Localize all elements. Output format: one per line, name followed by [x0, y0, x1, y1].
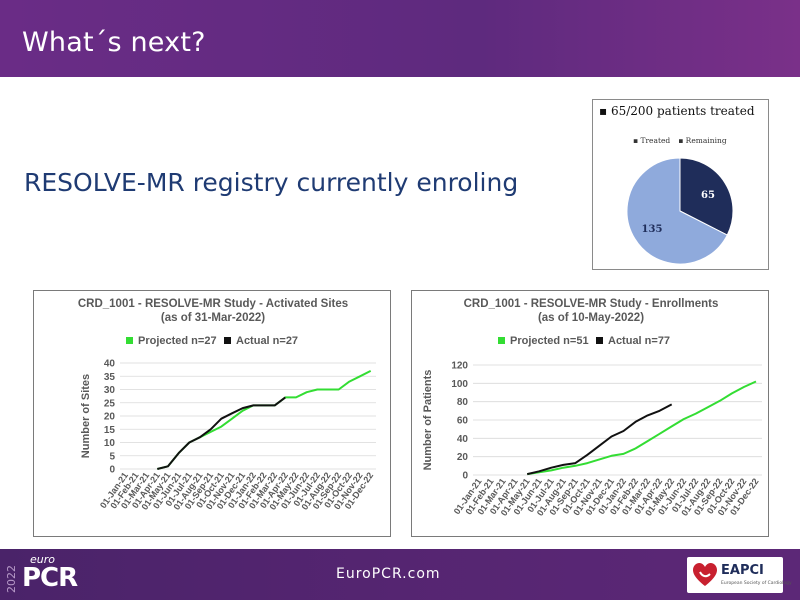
pie-legend-treated: ▪ Treated — [633, 136, 671, 145]
pie-chart: 65 135 — [626, 157, 734, 265]
series-line-projected — [527, 380, 757, 476]
year-vertical-text: 2022 — [5, 565, 18, 593]
legend-swatch-actual — [596, 337, 603, 344]
y-tick-label: 40 — [457, 434, 469, 445]
series-line-projected — [157, 370, 372, 470]
y-tick-label: 100 — [451, 379, 468, 390]
y-tick-label: 40 — [104, 359, 116, 370]
legend-label-projected: Projected n=51 — [510, 335, 589, 347]
y-tick-label: 80 — [457, 397, 469, 408]
y-tick-label: 35 — [104, 372, 116, 383]
y-tick-label: 30 — [104, 385, 116, 396]
y-tick-label: 120 — [451, 361, 468, 372]
pie-chart-title: ▪ 65/200 patients treated — [599, 104, 755, 118]
chart-title: CRD_1001 - RESOLVE-MR Study - Enrollment… — [464, 298, 719, 310]
sites-chart-panel: CRD_1001 - RESOLVE-MR Study - Activated … — [33, 290, 391, 537]
pie-chart-panel: ▪ 65/200 patients treated ▪ Treated ▪ Rem… — [592, 99, 769, 270]
chart-subtitle: (as of 31-Mar-2022) — [161, 312, 265, 324]
pie-legend-remaining: ▪ Remaining — [678, 136, 727, 145]
legend-swatch-actual — [224, 337, 231, 344]
y-axis-label: Number of Patients — [422, 370, 434, 471]
legend-label-actual: Actual n=27 — [236, 335, 298, 347]
pie-data-label: 135 — [642, 224, 663, 235]
y-tick-label: 15 — [104, 425, 116, 436]
legend-swatch-projected — [498, 337, 505, 344]
y-tick-label: 10 — [104, 438, 116, 449]
series-line-actual — [526, 403, 673, 476]
chart-subtitle: (as of 10-May-2022) — [538, 312, 644, 324]
pie-slice-remaining — [626, 157, 728, 265]
y-tick-label: 5 — [109, 451, 115, 462]
sites-line-chart: CRD_1001 - RESOLVE-MR Study - Activated … — [78, 298, 376, 512]
y-axis-label: Number of Sites — [80, 374, 92, 458]
pie-data-label: 65 — [701, 190, 715, 201]
footer-url: EuroPCR.com — [336, 566, 441, 582]
y-tick-label: 25 — [104, 398, 116, 409]
legend-swatch-projected — [126, 337, 133, 344]
eapci-text: EAPCI — [721, 563, 764, 578]
legend-label-projected: Projected n=27 — [138, 335, 217, 347]
enrollments-line-chart: CRD_1001 - RESOLVE-MR Study - Enrollment… — [422, 298, 762, 518]
y-tick-label: 20 — [104, 412, 116, 423]
eapci-subtext: European Society of Cardiology — [721, 581, 792, 586]
pie-legend: ▪ Treated ▪ Remaining — [633, 136, 727, 145]
heart-icon — [693, 563, 717, 586]
legend-label-actual: Actual n=77 — [608, 335, 670, 347]
y-tick-label: 0 — [109, 465, 115, 476]
y-tick-label: 0 — [462, 471, 468, 482]
y-tick-label: 60 — [457, 416, 469, 427]
europcr-logo-euro: euro — [30, 553, 55, 566]
svg-text:2022: 2022 — [5, 565, 18, 593]
y-tick-label: 20 — [457, 452, 469, 463]
chart-title: CRD_1001 - RESOLVE-MR Study - Activated … — [78, 298, 348, 310]
enrollments-chart-panel: CRD_1001 - RESOLVE-MR Study - Enrollment… — [411, 290, 769, 537]
eapci-logo: EAPCI European Society of Cardiology — [687, 557, 792, 593]
slide-title: What´s next? — [22, 27, 206, 58]
pie-slice-treated — [679, 157, 734, 236]
europcr-logo-pcr: PCR — [22, 563, 78, 593]
slide-subtitle: RESOLVE-MR registry currently enroling — [24, 168, 519, 197]
series-line-actual — [157, 396, 286, 470]
title-bar — [0, 0, 800, 77]
footer-bar — [0, 549, 800, 600]
